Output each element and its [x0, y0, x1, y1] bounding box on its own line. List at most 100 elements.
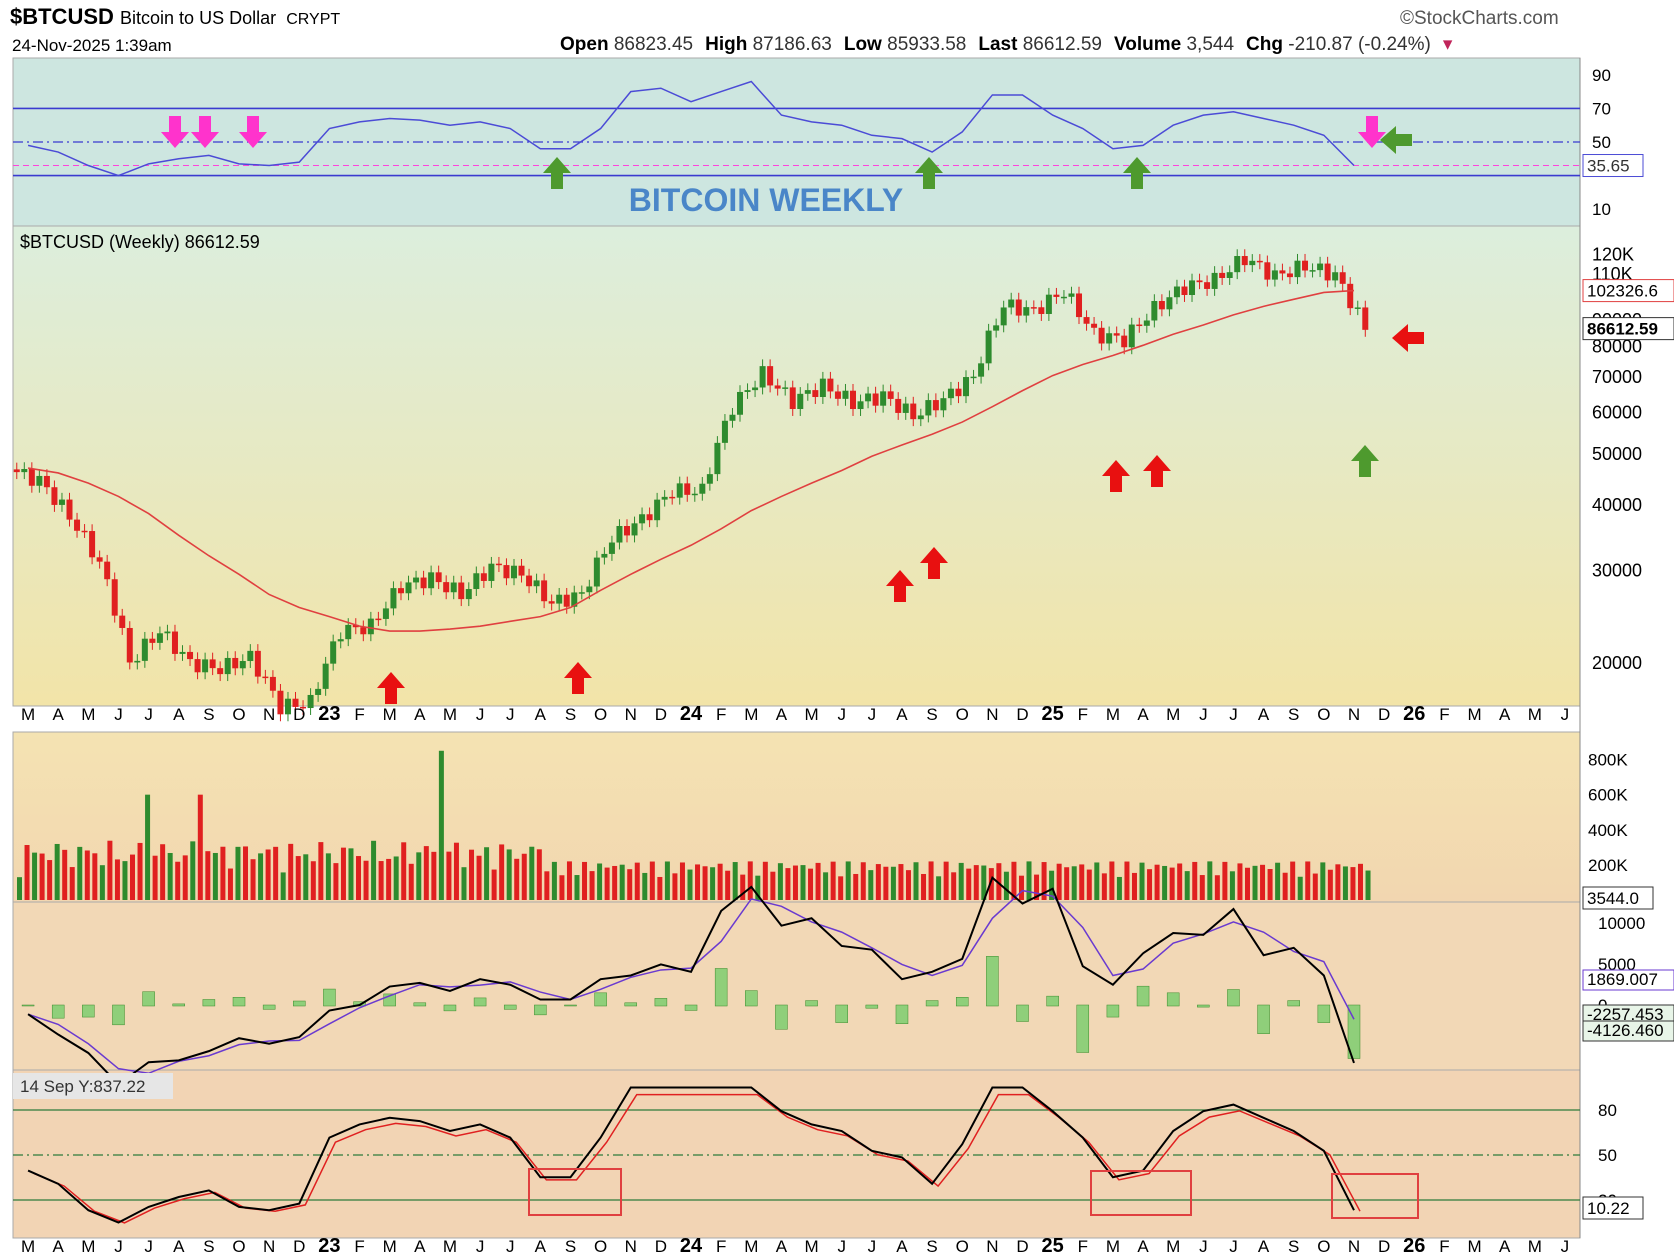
volume-bar — [1357, 863, 1363, 900]
candle — [315, 688, 322, 695]
volume-bar — [566, 861, 572, 900]
volume-bar — [710, 867, 716, 900]
volume-bar — [333, 863, 339, 900]
candle — [1091, 323, 1098, 328]
candle — [284, 698, 291, 715]
price-support-arrow-icon — [886, 570, 914, 602]
price-tick: 120K — [1592, 244, 1634, 264]
volume-bar — [951, 872, 957, 900]
volume-bar — [853, 873, 859, 900]
volume-bar — [966, 868, 972, 900]
candle — [254, 650, 261, 677]
candle — [1249, 260, 1256, 266]
volume-bar — [642, 872, 648, 900]
x-axis-label: O — [594, 705, 607, 724]
x-axis-label: F — [1078, 705, 1088, 724]
volume-bar — [536, 849, 542, 900]
price-panel — [12, 225, 1581, 707]
volume-bar — [551, 861, 557, 900]
volume-bar — [725, 870, 731, 900]
volume-bar — [559, 875, 565, 900]
x-axis-label: A — [173, 705, 185, 724]
candle — [1045, 294, 1052, 314]
volume-bar — [695, 864, 701, 900]
candle — [28, 469, 35, 486]
volume-bar — [107, 840, 113, 900]
x-axis-label: N — [986, 705, 998, 724]
x-axis-label: M — [1528, 705, 1542, 724]
candle — [526, 575, 533, 587]
volume-bar — [717, 863, 723, 900]
volume-bar — [182, 855, 188, 900]
x-axis-label: J — [868, 705, 877, 724]
x-axis-label: 26 — [1403, 1235, 1425, 1257]
macd-histogram-bar — [684, 1004, 698, 1011]
candle — [1354, 307, 1361, 309]
x-axis-label: A — [53, 705, 65, 724]
x-axis-label: O — [594, 1237, 607, 1256]
candle — [902, 403, 909, 413]
volume-bar — [838, 876, 844, 900]
x-axis-label: S — [1288, 1237, 1299, 1256]
x-axis-label: J — [506, 705, 515, 724]
candle — [684, 483, 691, 495]
volume-bar — [423, 846, 429, 900]
x-axis-label: F — [354, 1237, 364, 1256]
x-axis-label: J — [476, 705, 485, 724]
volume-bar — [521, 853, 527, 900]
candle — [1083, 317, 1090, 324]
macd-histogram-bar — [805, 1000, 818, 1007]
x-axis-label: M — [1166, 1237, 1180, 1256]
candle — [1173, 286, 1180, 298]
candle — [269, 676, 276, 691]
volume-bar — [54, 843, 60, 900]
x-axis-label: 25 — [1042, 1235, 1064, 1257]
price-support-arrow-icon — [920, 547, 948, 579]
macd-histogram-bar — [714, 968, 728, 1007]
x-axis-label: 23 — [318, 703, 340, 725]
x-axis-label: F — [1078, 1237, 1088, 1256]
candle — [714, 442, 721, 475]
candle — [473, 573, 480, 590]
volume-last-label: 3544.0 — [1587, 889, 1639, 908]
x-axis-label: D — [1016, 1237, 1028, 1256]
volume-bar — [785, 868, 791, 900]
candle — [880, 391, 887, 406]
candle — [1347, 283, 1354, 309]
volume-bar — [250, 859, 256, 900]
candle — [382, 608, 389, 619]
stoch-info-label: 14 Sep Y:837.22 — [20, 1077, 145, 1096]
candle — [1286, 273, 1293, 278]
volume-bar — [664, 861, 670, 900]
volume-bar — [1260, 864, 1266, 900]
macd-histogram-bar — [835, 1004, 848, 1023]
candle — [1158, 300, 1165, 310]
x-axis-label: N — [263, 1237, 275, 1256]
volume-bar — [114, 859, 120, 900]
volume-bar — [506, 849, 512, 900]
candle — [910, 403, 917, 420]
candle — [450, 582, 457, 593]
candle — [202, 659, 209, 673]
candle — [1128, 324, 1135, 348]
candle — [1038, 307, 1045, 314]
candle — [488, 563, 495, 581]
macd-histogram-bar — [473, 997, 487, 1007]
stoch-line — [27, 1086, 1355, 1224]
x-axis-label: M — [804, 1237, 818, 1256]
macd-histogram-bar — [1347, 1004, 1361, 1059]
price-support-arrow-icon — [1143, 455, 1171, 487]
ma-value-box — [1582, 279, 1674, 303]
macd-histogram-bar — [1197, 1004, 1210, 1008]
candle — [480, 573, 487, 581]
candle — [985, 330, 992, 364]
price-buy-arrow-icon — [1351, 445, 1379, 477]
candle — [51, 487, 58, 505]
x-axis-label: M — [443, 705, 457, 724]
volume-bar — [446, 851, 452, 900]
macd-histogram-bar — [1106, 1004, 1120, 1018]
candle — [141, 638, 148, 661]
x-axis-label: N — [986, 1237, 998, 1256]
macd-histogram-bar — [865, 1004, 879, 1009]
